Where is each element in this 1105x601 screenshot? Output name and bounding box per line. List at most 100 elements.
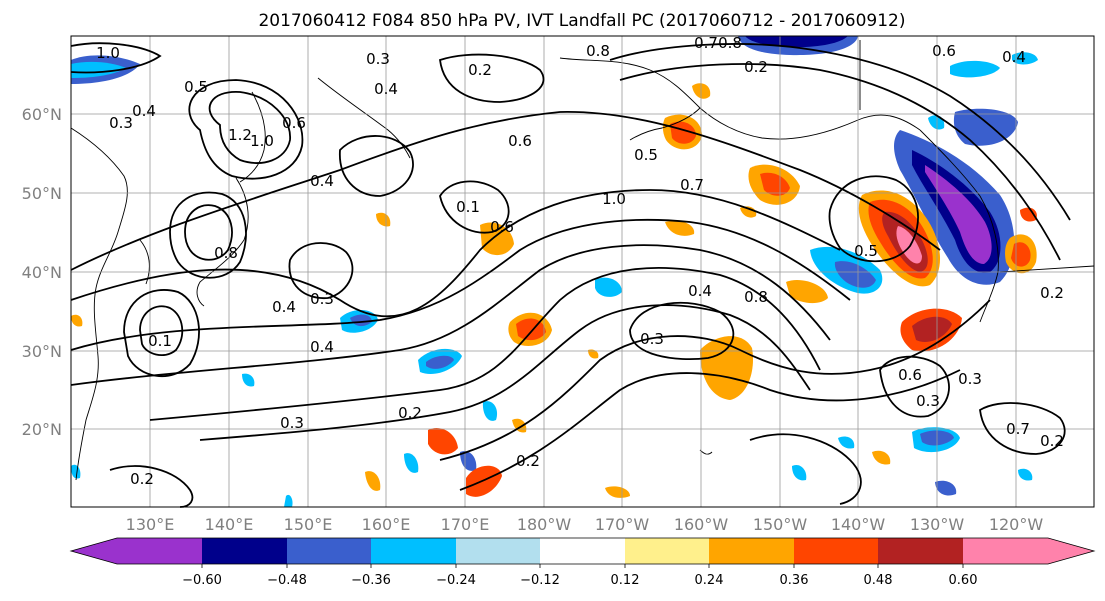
contour-label-0-3-b: 0.3 <box>366 50 390 68</box>
coastlines <box>70 40 1095 481</box>
positive-anomaly-patch <box>872 450 891 465</box>
lon-label-160e: 160°E <box>362 515 411 534</box>
pv-contour-closed <box>123 289 200 378</box>
positive-anomaly-patch <box>760 172 790 196</box>
positive-anomaly-patch <box>71 314 83 327</box>
colorbar-extend-low <box>71 538 117 564</box>
contour-label-0-4-b: 0.4 <box>374 80 398 98</box>
negative-anomaly-patch <box>935 480 957 496</box>
colorbar-label: 0.48 <box>864 573 893 588</box>
longitude-labels: 130°E 140°E 150°E 160°E 170°E 180°W 170°… <box>126 515 1044 534</box>
contour-label-0-6-a: 0.6 <box>282 114 306 132</box>
contour-label-0-6-b: 0.6 <box>932 42 956 60</box>
positive-anomaly-patch <box>588 349 599 359</box>
positive-anomaly-patch <box>605 486 630 498</box>
pv-contour-closed <box>169 191 247 279</box>
contour-labels: 1.0 0.5 0.3 0.4 1.2 1.0 0.6 0.3 0.4 0.2 … <box>96 34 1064 488</box>
pv-contour-closed <box>879 355 950 418</box>
contour-label-0-1-b: 0.1 <box>148 332 172 350</box>
lat-label-50n: 50°N <box>22 184 62 203</box>
contour-label-0-3-g: 0.3 <box>916 392 940 410</box>
negative-anomaly-patch <box>838 436 855 449</box>
negative-anomaly-patch <box>595 277 622 297</box>
colorbar-label: −0.60 <box>182 573 222 588</box>
negative-anomaly-patch <box>925 165 992 264</box>
pv-contour-closed <box>184 204 233 261</box>
contour-label-0-2-a: 0.2 <box>468 61 492 79</box>
pv-contour <box>70 42 162 74</box>
colorbar-segment <box>963 538 1048 564</box>
sakhalin-coastline <box>239 91 266 183</box>
positive-anomaly-patch <box>896 226 922 264</box>
lon-label-150e: 150°E <box>284 515 333 534</box>
positive-anomaly-patch <box>365 471 381 491</box>
contour-label-0-3-c: 0.3 <box>310 290 334 308</box>
positive-anomaly-patch <box>466 465 502 497</box>
lon-label-150w: 150°W <box>753 515 808 534</box>
lon-label-130w: 130°W <box>910 515 965 534</box>
lon-label-130e: 130°E <box>126 515 175 534</box>
japan-coastline <box>196 177 249 307</box>
lat-label-20n: 20°N <box>22 420 62 439</box>
contour-label-0-5-a: 0.5 <box>184 78 208 96</box>
colorbar-label: 0.24 <box>695 573 724 588</box>
colorbar-segment <box>709 538 794 564</box>
contour-label-0-4-a: 0.4 <box>132 102 156 120</box>
contour-label-0-3-a: 0.3 <box>109 114 133 132</box>
contour-label-0-2-f: 0.2 <box>1040 284 1064 302</box>
pv-contour-closed <box>288 242 354 299</box>
map-panel: 1.0 0.5 0.3 0.4 1.2 1.0 0.6 0.3 0.4 0.2 … <box>70 34 1095 508</box>
contour-label-0-4-f: 0.4 <box>688 282 712 300</box>
lon-label-170w: 170°W <box>595 515 650 534</box>
pv-contour <box>619 63 1061 261</box>
negative-anomaly-patch <box>482 401 498 421</box>
positive-anomaly-patch <box>665 220 695 236</box>
contour-label-0-6-d: 0.6 <box>490 218 514 236</box>
positive-anomaly-patch <box>480 222 514 256</box>
colorbar-label: 0.36 <box>780 573 809 588</box>
positive-anomaly-patch <box>700 336 754 400</box>
lon-label-160w: 160°W <box>674 515 729 534</box>
pv-contour <box>199 304 811 441</box>
negative-anomaly-patch <box>950 60 1000 78</box>
lon-label-170e: 170°E <box>441 515 490 534</box>
negative-anomaly-patch <box>71 61 126 78</box>
figure-title: 2017060412 F084 850 hPa PV, IVT Landfall… <box>258 11 905 31</box>
contour-label-0-5-c: 0.5 <box>854 242 878 260</box>
contour-label-1-0-c: 1.0 <box>602 190 626 208</box>
contour-label-0-3-e: 0.3 <box>280 414 304 432</box>
gridlines <box>71 36 1094 507</box>
contour-label-0-3-f: 0.3 <box>958 370 982 388</box>
pv-contour <box>149 267 821 421</box>
contour-label-1-0-nw: 1.0 <box>96 44 120 62</box>
contour-label-0-2-c: 0.2 <box>398 404 422 422</box>
negative-anomaly-patch <box>792 464 807 481</box>
lat-label-60n: 60°N <box>22 105 62 124</box>
colorbar-segment <box>540 538 625 564</box>
contour-label-0-7-b: 0.7 <box>680 176 704 194</box>
contour-label-0-1-a: 0.1 <box>456 198 480 216</box>
pv-contour-closed <box>979 402 1066 455</box>
kamchatka-coastline <box>317 77 411 159</box>
pv-contours <box>70 42 1071 508</box>
pv-contour <box>70 218 851 351</box>
lat-label-40n: 40°N <box>22 263 62 282</box>
contour-label-0-8-c: 0.8 <box>214 244 238 262</box>
contour-label-0-7-a: 0.7 <box>694 34 718 52</box>
contour-label-0-4-e: 0.4 <box>272 298 296 316</box>
contour-label-0-7-c: 0.7 <box>1006 420 1030 438</box>
colorbar-outline <box>69 537 1096 565</box>
contour-label-0-2-b: 0.2 <box>744 58 768 76</box>
negative-anomaly-patch <box>1012 52 1038 65</box>
pv-contour-closed <box>139 305 184 357</box>
lon-label-120w: 120°W <box>989 515 1044 534</box>
negative-anomaly-patch <box>834 261 876 288</box>
contour-label-0-8-a: 0.8 <box>586 42 610 60</box>
contour-label-0-2-g: 0.2 <box>1040 432 1064 450</box>
colorbar-ticks <box>201 564 964 568</box>
negative-anomaly-patch <box>284 494 293 507</box>
pv-contour-closed <box>629 301 735 361</box>
pv-contour <box>609 43 1071 221</box>
positive-anomaly-patch <box>1020 207 1037 222</box>
